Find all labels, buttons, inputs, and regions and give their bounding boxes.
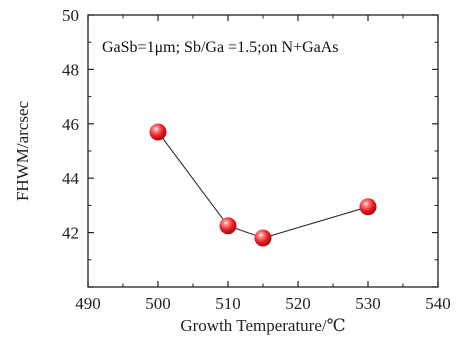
axis-ticks xyxy=(87,14,439,288)
data-point xyxy=(149,123,167,141)
x-tick-label: 500 xyxy=(145,294,171,313)
series-line-path xyxy=(157,131,369,239)
x-axis-title: Growth Temperature/℃ xyxy=(180,316,345,335)
series-points xyxy=(149,123,377,247)
data-point xyxy=(359,198,377,216)
x-tick-label: 520 xyxy=(285,294,311,313)
x-tick-label: 530 xyxy=(355,294,381,313)
x-tick-label: 490 xyxy=(75,294,101,313)
y-tick-label: 48 xyxy=(62,60,79,79)
chart-annotation: GaSb=1μm; Sb/Ga =1.5;on N+GaAs xyxy=(102,39,339,56)
y-tick-label: 42 xyxy=(62,224,79,243)
y-axis-title: FHWM/arcsec xyxy=(13,101,32,202)
x-tick-label: 540 xyxy=(425,294,451,313)
y-tick-label: 50 xyxy=(62,6,79,25)
y-tick-label: 44 xyxy=(62,169,80,188)
data-point xyxy=(254,229,272,247)
tick-labels: 490 500 510 520 530 540 42 44 46 48 50 xyxy=(62,6,451,313)
y-tick-label: 46 xyxy=(62,115,79,134)
x-tick-label: 510 xyxy=(215,294,241,313)
data-point xyxy=(219,217,237,235)
series-line xyxy=(157,131,369,239)
